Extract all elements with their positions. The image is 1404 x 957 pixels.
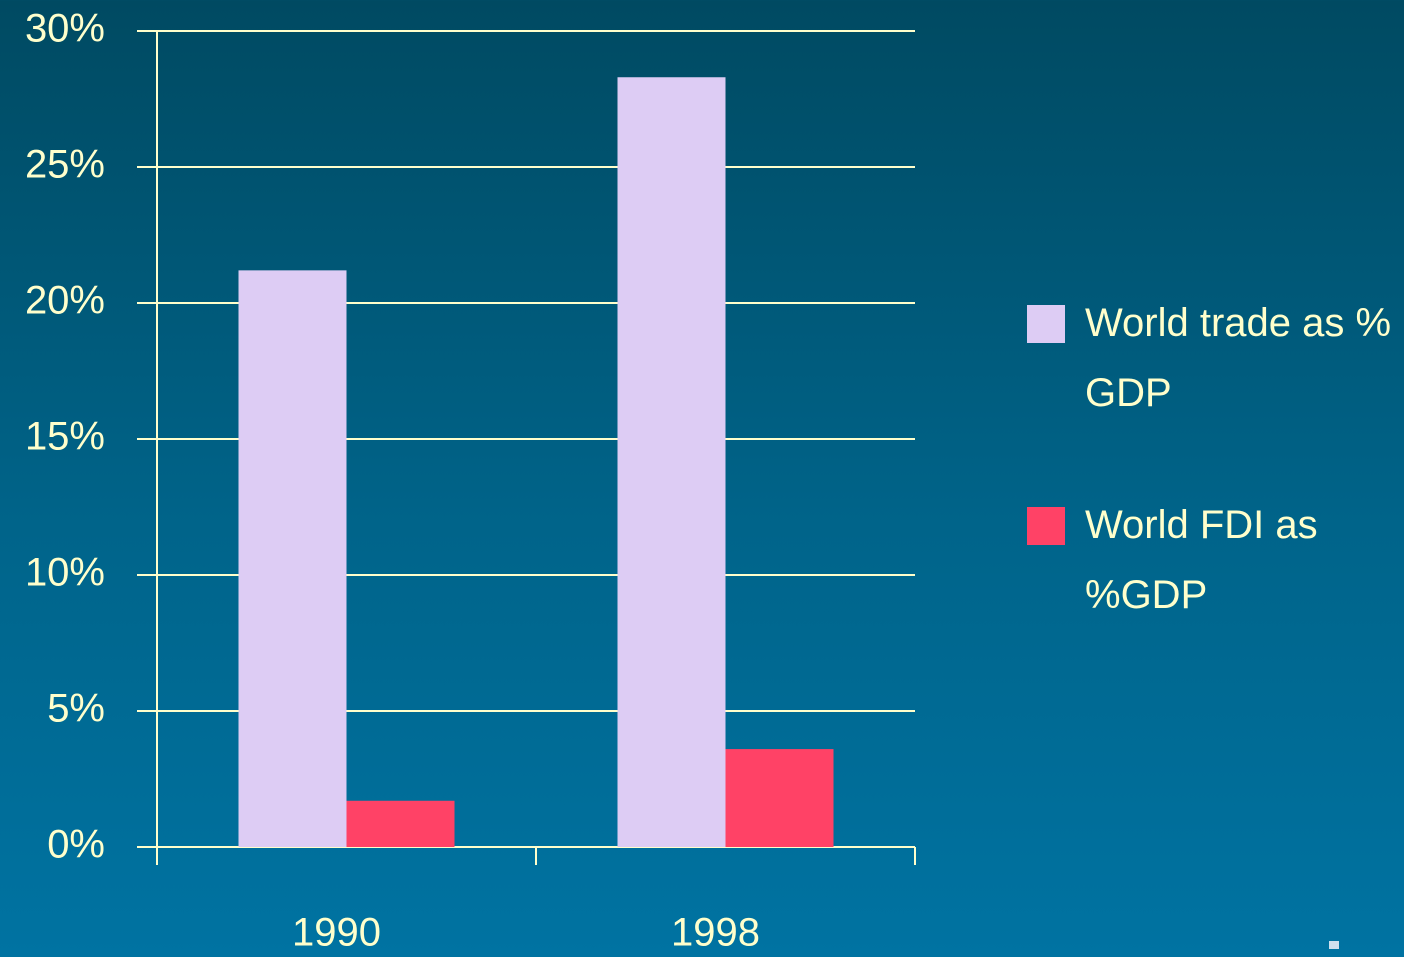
legend-swatch [1027,305,1065,343]
x-tick-label: 1998 [671,911,760,955]
bar [725,749,834,847]
legend-label: World FDI as %GDP [1085,503,1318,617]
decoration [1329,941,1339,949]
y-tick-label: 30% [25,7,105,51]
bar [617,77,726,848]
bar [238,270,347,847]
bar [346,800,455,847]
y-tick-label: 0% [47,823,105,867]
y-tick-label: 5% [47,687,105,731]
legend-label: World trade as % GDP [1085,301,1392,415]
legend-swatch [1027,507,1065,545]
y-tick-label: 20% [25,279,105,323]
y-tick-label: 15% [25,415,105,459]
x-tick-label: 1990 [292,911,381,955]
y-tick-label: 10% [25,551,105,595]
y-tick-label: 25% [25,143,105,187]
